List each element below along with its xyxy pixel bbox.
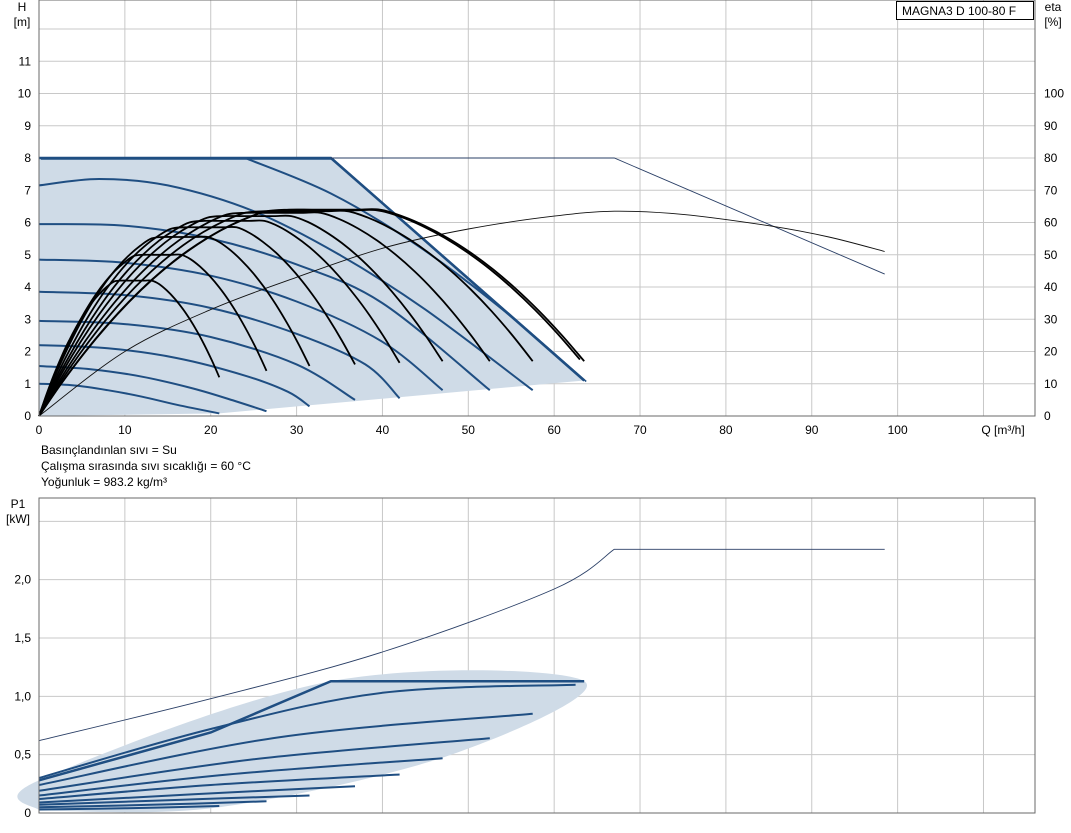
x-tick-label: 20 <box>204 423 218 437</box>
y2-tick-label: 0 <box>1044 409 1051 423</box>
efficiency-curve <box>38 235 311 417</box>
y2-tick-label: 10 <box>1044 377 1058 391</box>
density-info: Yoğunluk = 983.2 kg/m³ <box>41 475 167 489</box>
speed-curve <box>38 319 356 401</box>
p1-tick-label: 2,0 <box>14 573 31 587</box>
x-tick-label: 0 <box>36 423 43 437</box>
y2-tick-label: 60 <box>1044 216 1058 230</box>
p1-tick-label: 0 <box>24 806 31 820</box>
power-curve <box>38 712 533 786</box>
y2-tick-label: 100 <box>1044 87 1064 101</box>
p1-tick-label: 1,0 <box>14 689 31 703</box>
speed-curve <box>38 258 444 391</box>
power-plot-frame <box>38 497 1036 814</box>
fluid-info: Basınçlandınlan sıvı = Su <box>41 443 177 457</box>
y-axis-title: H <box>18 0 27 14</box>
speed-curve <box>38 223 491 391</box>
power-curve <box>38 800 267 809</box>
power-curve <box>38 773 400 800</box>
y2-tick-label: 40 <box>1044 280 1058 294</box>
x-tick-label: 10 <box>118 423 132 437</box>
efficiency-curve <box>38 226 356 417</box>
speed-curve <box>38 365 267 413</box>
power-curve <box>38 794 310 806</box>
y-tick-label: 4 <box>24 280 31 294</box>
y2-axis-unit: [%] <box>1044 15 1061 29</box>
model-label: MAGNA3 D 100-80 F <box>896 1 1034 20</box>
y2-axis-title: eta <box>1045 0 1062 14</box>
power-region <box>17 670 588 813</box>
y-tick-label: 10 <box>18 87 32 101</box>
p1-axis-title: P1 <box>11 497 26 511</box>
efficiency-curve <box>38 219 401 417</box>
x-tick-label: 30 <box>290 423 304 437</box>
p1-tick-label: 1,5 <box>14 631 31 645</box>
power-curve <box>38 679 585 782</box>
y-tick-label: 8 <box>24 151 31 165</box>
p1-tick-label: 0,5 <box>14 748 31 762</box>
y-tick-label: 6 <box>24 216 31 230</box>
x-tick-label: 70 <box>633 423 647 437</box>
speed-curve <box>38 290 401 400</box>
twin-efficiency-curve <box>38 210 885 417</box>
y-tick-label: 11 <box>19 54 32 68</box>
speed-curve <box>38 177 534 392</box>
y-tick-label: 3 <box>24 312 31 326</box>
y-axis-unit: [m] <box>14 15 31 29</box>
x-tick-label: 90 <box>805 423 819 437</box>
x-tick-label: 60 <box>547 423 561 437</box>
efficiency-curve <box>38 214 444 417</box>
speed-curve <box>38 344 311 408</box>
y-tick-label: 5 <box>24 248 31 262</box>
twin-power-curve <box>38 548 885 742</box>
qh-plot-frame <box>38 0 1036 417</box>
y2-tick-label: 80 <box>1044 151 1058 165</box>
y-tick-label: 7 <box>24 183 31 197</box>
twin-head-curve <box>330 157 885 275</box>
temperature-info: Çalışma sırasında sıvı sıcaklığı = 60 °C <box>41 459 251 473</box>
p1-axis-unit: [kW] <box>6 512 30 526</box>
max-head-curve-b <box>41 158 587 383</box>
x-axis-title: Q [m³/h] <box>981 423 1024 437</box>
speed-curve <box>38 382 220 415</box>
y2-tick-label: 30 <box>1044 312 1058 326</box>
y-tick-label: 2 <box>24 345 31 359</box>
x-tick-label: 50 <box>462 423 476 437</box>
operating-region <box>39 158 585 416</box>
power-curve <box>38 785 356 804</box>
y2-tick-label: 90 <box>1044 119 1058 133</box>
efficiency-curve <box>38 208 585 417</box>
efficiency-curve <box>38 253 268 417</box>
power-curve <box>38 683 576 779</box>
power-curve <box>38 737 490 792</box>
y-tick-label: 0 <box>24 409 31 423</box>
y2-tick-label: 20 <box>1044 345 1058 359</box>
y2-tick-label: 50 <box>1044 248 1058 262</box>
y-tick-label: 1 <box>24 377 31 391</box>
x-tick-label: 40 <box>376 423 390 437</box>
x-tick-label: 100 <box>888 423 908 437</box>
power-curve <box>38 805 220 811</box>
y-tick-label: 9 <box>24 119 31 133</box>
y2-tick-label: 70 <box>1044 183 1058 197</box>
power-curve <box>38 757 443 797</box>
x-tick-label: 80 <box>719 423 733 437</box>
